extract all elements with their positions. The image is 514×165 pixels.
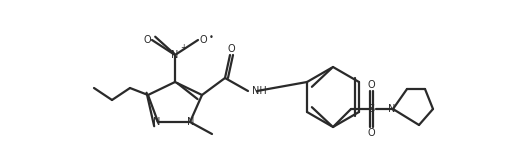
- Text: N: N: [153, 117, 161, 127]
- Text: N: N: [187, 117, 195, 127]
- Text: O: O: [367, 80, 375, 90]
- Text: •: •: [209, 33, 213, 42]
- Text: N: N: [171, 50, 179, 60]
- Text: S: S: [368, 104, 374, 114]
- Text: O: O: [227, 44, 235, 54]
- Text: O: O: [367, 128, 375, 138]
- Text: N: N: [388, 104, 396, 114]
- Text: O: O: [199, 35, 207, 45]
- Text: O: O: [143, 35, 151, 45]
- Text: +: +: [180, 44, 186, 52]
- Text: NH: NH: [252, 86, 267, 96]
